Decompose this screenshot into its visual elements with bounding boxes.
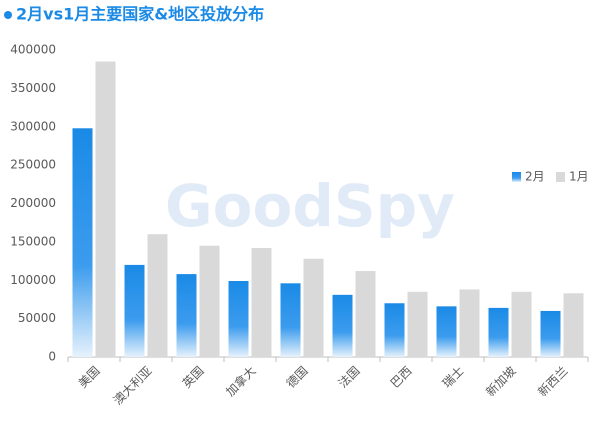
x-tick-label: 德国: [283, 363, 311, 391]
legend-swatch: [556, 172, 565, 182]
y-tick-label: 150000: [10, 234, 56, 248]
x-tick-label: 新加坡: [483, 363, 519, 399]
bar: [251, 248, 272, 357]
bar: [355, 271, 376, 357]
bar: [563, 293, 584, 357]
x-tick-label: 美国: [76, 364, 103, 391]
bar: [176, 274, 197, 357]
bar: [95, 61, 116, 357]
y-tick-label: 0: [48, 350, 56, 364]
chart-title: 2月vs1月主要国家&地区投放分布: [16, 5, 264, 24]
legend-label: 2月: [525, 170, 545, 184]
bar: [199, 245, 220, 357]
y-tick-label: 300000: [10, 119, 56, 133]
x-tick-label: 法国: [336, 364, 363, 391]
x-tick-label: 英国: [180, 364, 207, 391]
bar: [280, 283, 301, 357]
x-tick-label: 巴西: [388, 364, 415, 391]
y-tick-label: 400000: [10, 43, 56, 57]
bar: [488, 307, 509, 357]
bar: [384, 303, 405, 357]
bar: [228, 281, 249, 357]
watermark: GoodSpy: [165, 172, 455, 240]
y-tick-label: 250000: [10, 158, 56, 172]
y-tick-label: 350000: [10, 81, 56, 95]
bar: [436, 306, 457, 357]
x-tick-label: 加拿大: [223, 363, 259, 399]
bar: [332, 294, 353, 357]
bar: [511, 291, 532, 357]
x-tick-label: 新西兰: [535, 363, 571, 399]
bar: [459, 289, 480, 357]
y-tick-label: 50000: [18, 311, 56, 325]
legend-label: 1月: [569, 170, 589, 184]
y-tick-label: 100000: [10, 273, 56, 287]
x-tick-label: 澳大利亚: [111, 364, 155, 408]
x-tick-label: 瑞士: [440, 364, 467, 391]
bar: [407, 291, 428, 357]
y-tick-label: 200000: [10, 196, 56, 210]
title-dot: [4, 11, 12, 19]
bar: [540, 310, 561, 357]
bar: [124, 264, 145, 357]
legend-swatch: [512, 172, 521, 182]
bar: [147, 234, 168, 357]
bar: [72, 128, 93, 357]
bar: [303, 258, 324, 357]
